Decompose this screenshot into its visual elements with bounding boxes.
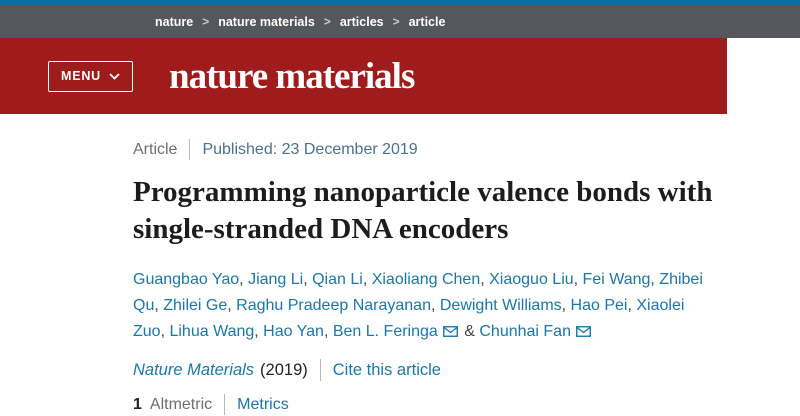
author-ampersand: & xyxy=(459,323,480,340)
divider xyxy=(189,139,191,160)
journal-logo[interactable]: nature materials xyxy=(169,55,415,97)
author-link[interactable]: Hao Pei xyxy=(570,297,628,314)
author-separator: , xyxy=(154,297,164,314)
published-date: Published: 23 December 2019 xyxy=(202,140,418,158)
journal-link[interactable]: Nature Materials xyxy=(133,360,255,379)
metrics-line: 1 Altmetric Metrics xyxy=(133,394,800,415)
author-link[interactable]: Ben L. Feringa xyxy=(332,323,438,340)
author-separator: , xyxy=(561,297,571,314)
breadcrumb-item-articles[interactable]: articles xyxy=(339,14,384,29)
breadcrumb-separator-icon: > xyxy=(202,14,210,28)
divider xyxy=(224,394,226,415)
author-separator: , xyxy=(239,271,249,288)
breadcrumb-separator-icon: > xyxy=(392,14,400,28)
author-link[interactable]: Xiaoguo Liu xyxy=(489,271,574,288)
divider xyxy=(319,359,321,381)
breadcrumb-item-article: article xyxy=(408,14,446,29)
breadcrumb-item-nature-materials[interactable]: nature materials xyxy=(218,14,315,29)
author-separator: , xyxy=(430,297,440,314)
author-link[interactable]: Lihua Wang xyxy=(169,323,255,340)
author-link[interactable]: Dewight Williams xyxy=(439,297,562,314)
author-separator: , xyxy=(627,297,637,314)
author-link[interactable]: Zhilei Ge xyxy=(163,297,228,314)
author-link[interactable]: Fei Wang xyxy=(582,271,651,288)
article-header: Article Published: 23 December 2019 Prog… xyxy=(0,114,800,415)
author-link[interactable]: Chunhai Fan xyxy=(479,323,571,340)
author-link[interactable]: Qian Li xyxy=(312,271,363,288)
breadcrumb-bar: nature > nature materials > articles > article xyxy=(0,5,800,38)
menu-button-label: MENU xyxy=(61,69,102,83)
breadcrumb-item-nature[interactable]: nature xyxy=(155,14,194,29)
author-separator: , xyxy=(227,297,237,314)
article-meta-line: Article Published: 23 December 2019 xyxy=(133,139,800,160)
altmetric-label: Altmetric xyxy=(149,395,213,413)
author-link[interactable]: Zhibei Qu xyxy=(133,271,703,314)
author-separator: , xyxy=(160,323,170,340)
breadcrumb: nature > nature materials > articles > article xyxy=(155,14,446,29)
author-separator: , xyxy=(254,323,264,340)
author-separator: , xyxy=(323,323,333,340)
breadcrumb-separator-icon: > xyxy=(323,14,331,28)
journal-masthead: MENU nature materials xyxy=(0,38,727,114)
journal-citation-line: Nature Materials (2019) Cite this articl… xyxy=(133,359,800,381)
metrics-link[interactable]: Metrics xyxy=(237,395,289,413)
author-link[interactable]: Raghu Pradeep Narayanan xyxy=(236,297,431,314)
email-envelope-icon[interactable] xyxy=(576,320,591,346)
email-envelope-icon[interactable] xyxy=(442,320,458,346)
journal-year: (2019) xyxy=(260,360,308,379)
menu-button[interactable]: MENU xyxy=(48,60,134,92)
authors-list: Guangbao Yao, Jiang Li, Qian Li, Xiaolia… xyxy=(133,267,713,345)
cite-this-article-link[interactable]: Cite this article xyxy=(332,360,441,379)
author-link[interactable]: Jiang Li xyxy=(248,271,304,288)
author-link[interactable]: Hao Yan xyxy=(263,323,324,340)
article-type-label: Article xyxy=(133,140,178,158)
author-link[interactable]: Guangbao Yao xyxy=(133,271,240,288)
author-separator: , xyxy=(480,271,490,288)
author-link[interactable]: Xiaoliang Chen xyxy=(371,271,481,288)
top-accent-strip xyxy=(0,0,800,5)
author-separator: , xyxy=(362,271,372,288)
altmetric-count: 1 xyxy=(133,395,142,413)
article-title: Programming nanoparticle valence bonds w… xyxy=(133,176,713,245)
chevron-down-icon xyxy=(109,72,120,80)
author-link[interactable]: Xiaolei Zuo xyxy=(133,297,685,340)
author-separator: , xyxy=(303,271,313,288)
author-separator: , xyxy=(573,271,583,288)
author-separator: , xyxy=(650,271,660,288)
